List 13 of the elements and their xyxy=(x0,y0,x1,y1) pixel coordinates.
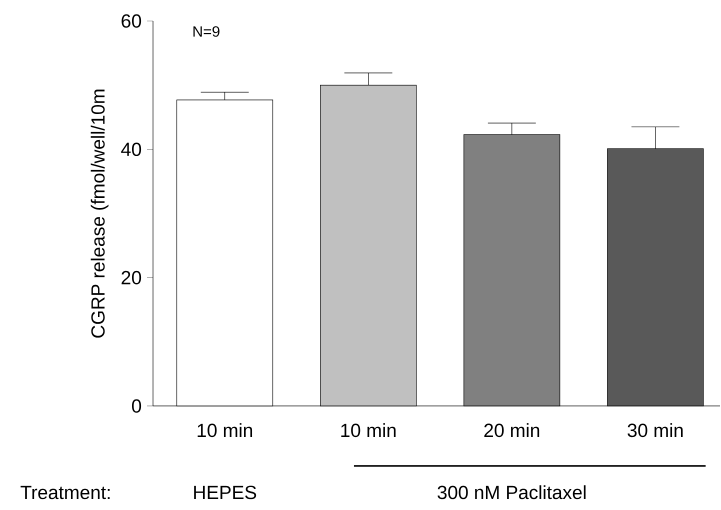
x-tick-label: 20 min xyxy=(484,423,540,438)
text: HEPES xyxy=(194,486,256,500)
y-tick-label: 60 xyxy=(122,14,142,28)
annotation: N=9 xyxy=(193,26,220,37)
x-tick-label: 10 min xyxy=(341,423,396,438)
y-tick-label: 40 xyxy=(121,142,142,156)
text: Treatment: xyxy=(20,486,110,500)
y-axis-title: CGRP release (fmol/well/10m xyxy=(90,90,108,338)
y-tick-label: 20 xyxy=(122,270,142,284)
y-tick-label: 0 xyxy=(132,399,142,413)
text: 300 nM Paclitaxel xyxy=(438,485,586,500)
x-tick-label: 30 min xyxy=(628,423,683,438)
x-tick-label: 10 min xyxy=(198,423,252,438)
